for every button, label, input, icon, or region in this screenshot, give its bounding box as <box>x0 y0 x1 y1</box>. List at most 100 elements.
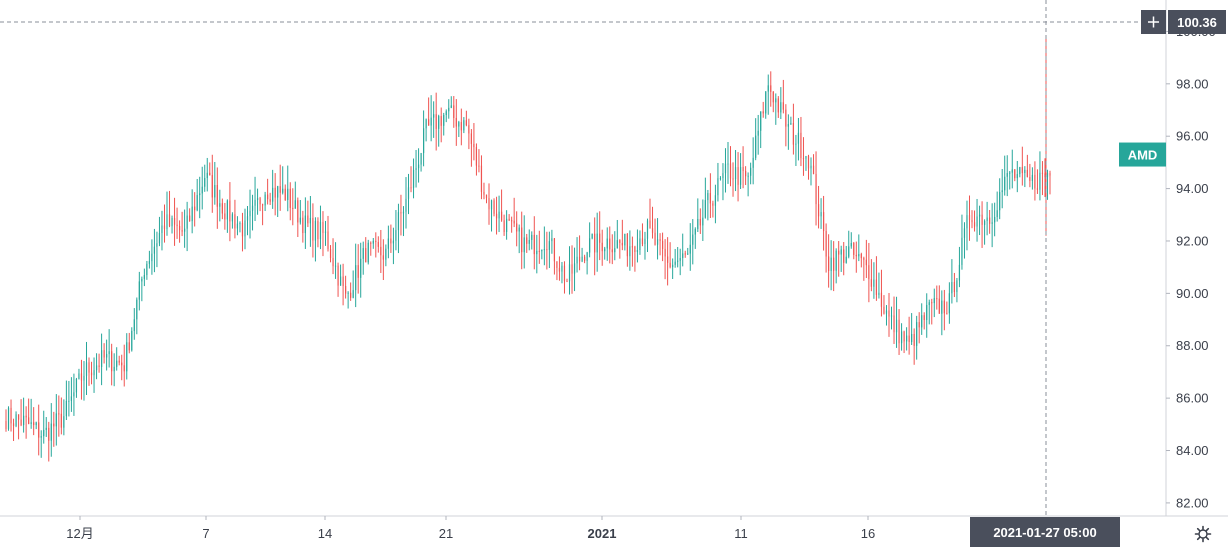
candle-body <box>528 239 530 244</box>
plot-background[interactable] <box>0 0 1166 516</box>
time-tick-label: 14 <box>318 526 332 541</box>
candle <box>805 155 807 171</box>
candle <box>412 158 415 199</box>
candle-body <box>226 200 228 220</box>
add-button[interactable] <box>1141 10 1166 35</box>
candle <box>80 359 83 400</box>
candle-body <box>639 238 641 250</box>
candle <box>121 354 123 381</box>
candle <box>644 231 646 260</box>
candle <box>1009 170 1011 190</box>
candle-body <box>370 242 372 244</box>
candle-body <box>928 302 930 306</box>
candle-body <box>968 215 971 221</box>
candle-body <box>551 238 553 242</box>
candle-body <box>111 351 113 372</box>
plot-area[interactable] <box>0 0 1166 516</box>
candle <box>443 112 445 136</box>
candle <box>93 357 95 393</box>
candle <box>742 146 744 189</box>
candle-body <box>644 238 646 245</box>
candle-body <box>360 258 362 278</box>
candle-body <box>523 237 525 253</box>
candle-body <box>973 222 976 227</box>
candle-body <box>500 211 503 221</box>
candle-body <box>191 206 193 222</box>
gear-icon[interactable] <box>1194 525 1212 543</box>
candle-body <box>146 263 148 276</box>
candle-body <box>548 241 550 250</box>
candle-body <box>1046 173 1049 178</box>
candle <box>853 241 855 260</box>
candle-body <box>390 238 392 244</box>
candle <box>85 341 88 395</box>
candle <box>591 233 593 240</box>
candle-body <box>838 250 840 255</box>
candle <box>279 164 281 211</box>
candle <box>297 197 299 238</box>
candle <box>90 361 93 385</box>
candle <box>95 353 98 380</box>
candle-body <box>488 198 490 210</box>
candle <box>226 199 228 233</box>
candle <box>1016 160 1018 193</box>
candle <box>261 203 264 226</box>
candle <box>1036 169 1039 194</box>
candle-body <box>654 232 656 245</box>
candle <box>931 298 933 325</box>
candle <box>521 211 523 270</box>
candle <box>516 211 518 247</box>
candle-body <box>239 223 241 225</box>
candle-body <box>136 299 138 320</box>
candle-body <box>709 193 711 204</box>
candle-body <box>805 155 807 159</box>
candle <box>792 103 795 155</box>
candle-body <box>352 290 354 298</box>
candle-body <box>53 423 55 427</box>
candle-body <box>860 254 862 259</box>
candle-body <box>923 315 925 321</box>
candle <box>163 204 166 243</box>
candle <box>400 194 402 236</box>
candle <box>329 245 332 263</box>
price-axis[interactable]: 82.00 84.00 86.00 88.00 90.00 92.00 94.00 96.00… <box>1165 0 1216 516</box>
candle-body <box>760 111 762 131</box>
candle <box>571 245 573 294</box>
candle <box>558 256 561 281</box>
candle <box>219 189 221 222</box>
candle <box>948 282 950 324</box>
candle <box>468 118 470 150</box>
candle-body <box>976 216 978 227</box>
candle <box>664 239 666 280</box>
candle-body <box>571 264 573 274</box>
candle <box>1011 149 1013 189</box>
candle <box>324 220 327 246</box>
candle <box>450 96 452 109</box>
candle-body <box>355 265 357 291</box>
candle <box>973 210 976 232</box>
candle <box>739 153 742 189</box>
candle <box>817 185 820 229</box>
candle <box>216 167 218 229</box>
candle <box>614 231 616 261</box>
candle-body <box>659 239 661 241</box>
candle-body <box>538 250 540 252</box>
candle <box>747 172 749 197</box>
candle-body <box>347 292 349 294</box>
candle-body <box>365 248 367 263</box>
candle-body <box>870 279 872 287</box>
candle-body <box>184 228 186 232</box>
candle <box>812 154 815 175</box>
time-axis[interactable]: 12月 7 14 21 2021 11 16 <box>0 515 1228 543</box>
candle <box>50 403 52 457</box>
candle <box>1026 154 1028 178</box>
candle <box>314 217 317 262</box>
candle <box>722 163 724 201</box>
candle-body <box>734 167 737 180</box>
candle-body <box>108 351 110 355</box>
candle <box>873 262 875 299</box>
candle-body <box>405 198 407 212</box>
candle-body <box>460 122 462 131</box>
candle-body <box>511 220 513 222</box>
